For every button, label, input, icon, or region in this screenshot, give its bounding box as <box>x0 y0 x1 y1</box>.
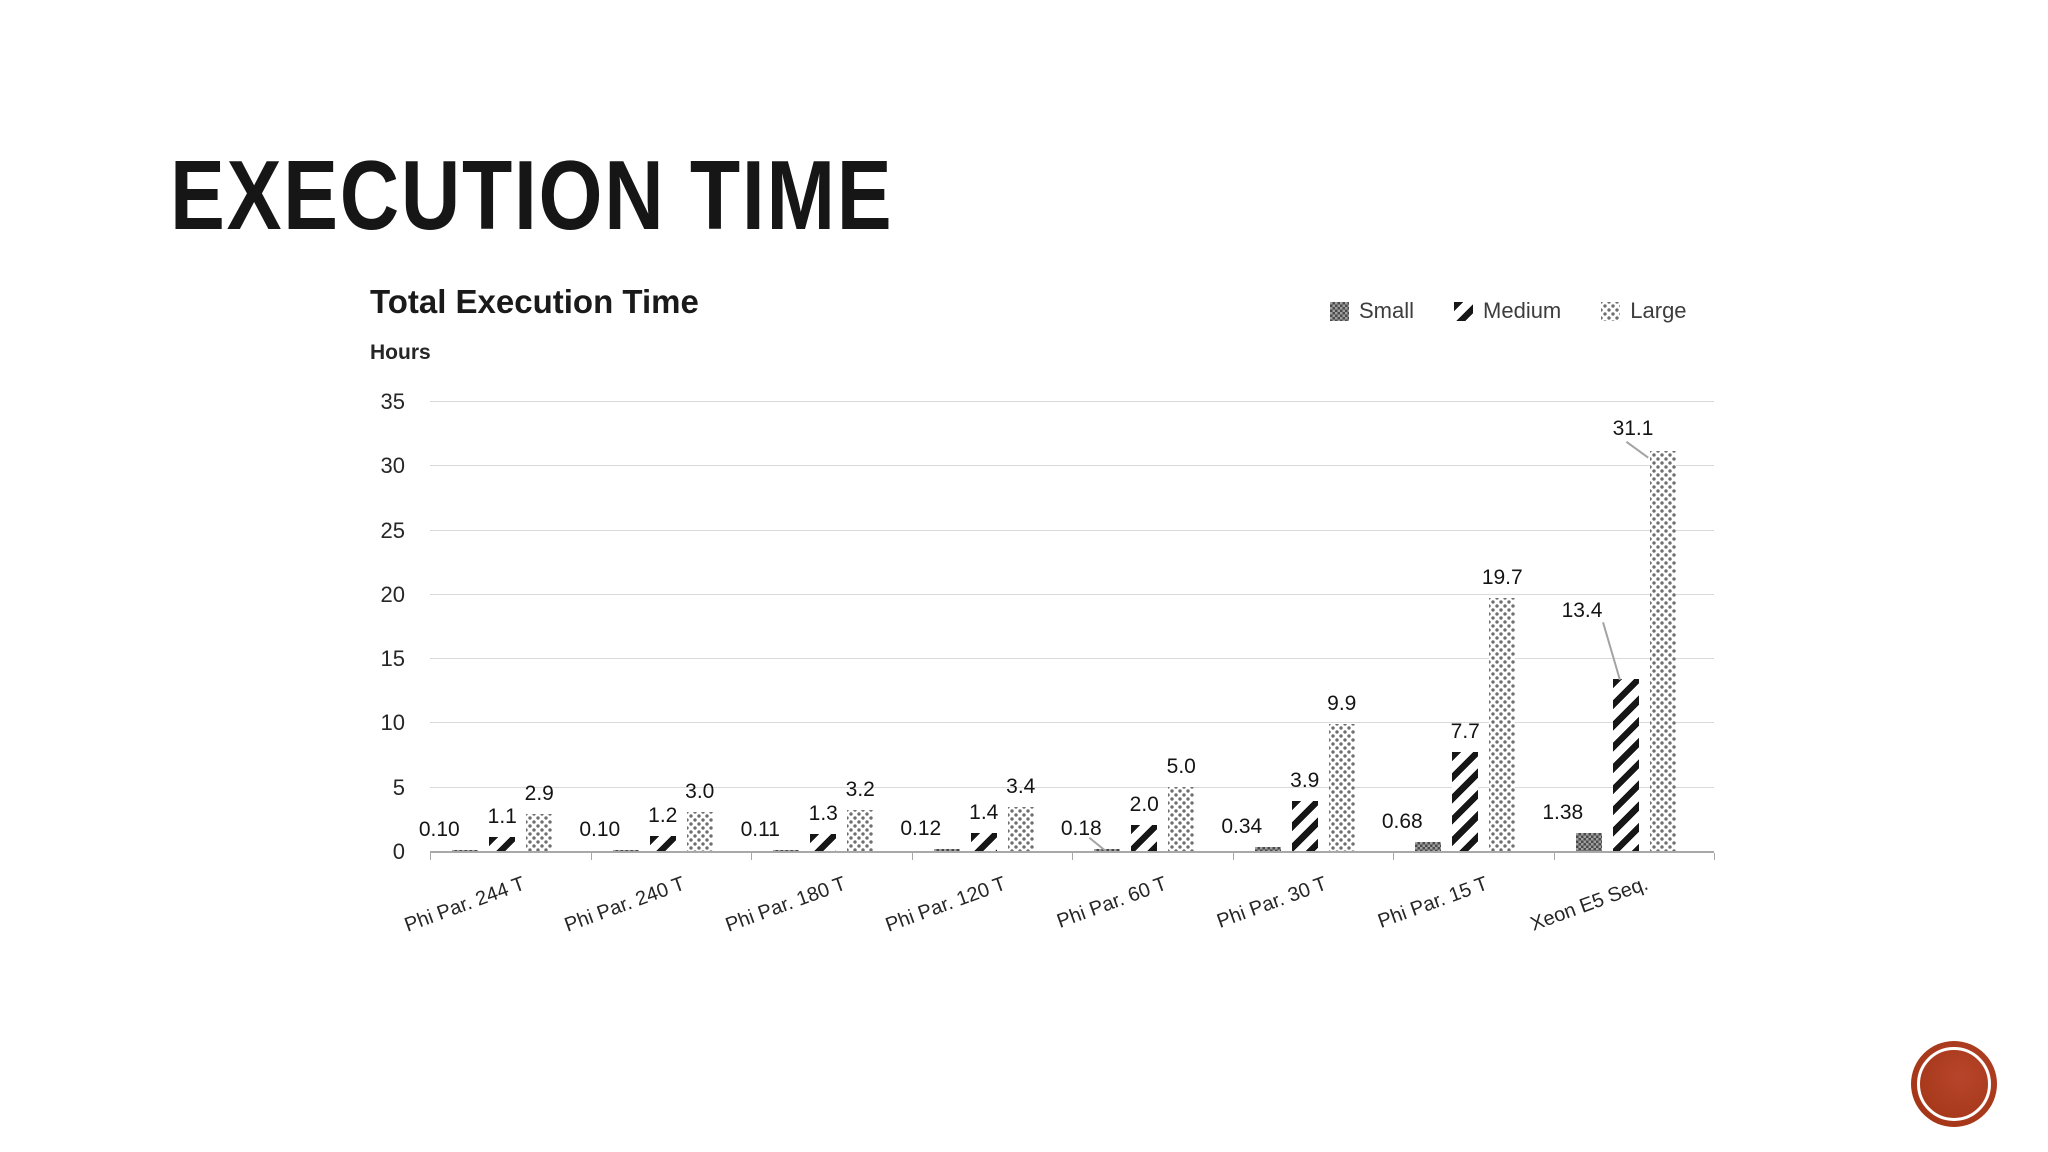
y-axis-label: 5 <box>392 774 405 800</box>
bar-large <box>1649 451 1676 851</box>
legend-marker-small <box>1330 301 1349 321</box>
legend-item-medium: Medium <box>1454 298 1561 324</box>
legend-item-small: Small <box>1330 298 1414 324</box>
bar-medium <box>489 836 516 851</box>
data-label: 1.38 <box>1542 801 1584 825</box>
bar-small <box>1254 846 1281 851</box>
leader-line <box>1602 622 1621 681</box>
bar-medium <box>649 835 676 851</box>
bar-small <box>1575 833 1602 851</box>
data-label: 5.0 <box>1166 754 1196 778</box>
legend-marker-medium <box>1454 301 1474 321</box>
y-axis-label: 25 <box>380 517 405 543</box>
brand-logo-circle <box>1911 1041 1997 1127</box>
bar-small <box>933 849 960 851</box>
data-label: 3.4 <box>1006 775 1036 799</box>
axis-tick <box>751 853 752 860</box>
legend-item-large: Large <box>1601 298 1687 324</box>
y-axis-label: 15 <box>380 646 405 672</box>
data-label: 1.2 <box>648 803 678 827</box>
x-axis-label: Phi Par. 60 T <box>1054 872 1170 933</box>
data-label: 3.0 <box>685 780 715 804</box>
gridline <box>430 722 1714 724</box>
bar-small <box>452 849 479 851</box>
legend-label: Large <box>1630 298 1687 323</box>
bar-large <box>1168 786 1195 851</box>
data-label: 7.7 <box>1450 720 1480 743</box>
data-label: 9.9 <box>1327 691 1357 715</box>
x-axis-label: Phi Par. 15 T <box>1375 872 1491 933</box>
gridline <box>430 593 1714 595</box>
y-axis-label: 35 <box>380 388 405 414</box>
y-axis-title: Hours <box>370 341 431 364</box>
legend-marker-large <box>1601 301 1621 321</box>
bar-small <box>612 849 639 851</box>
data-label: 0.11 <box>740 817 780 841</box>
legend-label: Small <box>1359 298 1415 323</box>
axis-tick <box>1553 853 1555 860</box>
data-label: 1.3 <box>808 802 838 826</box>
bar-small <box>1094 848 1121 851</box>
bar-large <box>686 812 713 851</box>
chart-title: Total Execution Time <box>370 283 699 320</box>
data-label: 13.4 <box>1561 599 1603 622</box>
gridline <box>430 658 1714 660</box>
x-axis-line <box>430 851 1714 853</box>
bar-small <box>773 849 800 851</box>
y-axis-label: 10 <box>380 710 405 736</box>
x-axis-label: Xeon E5 Seq. <box>1527 872 1652 936</box>
bar-medium <box>810 834 837 851</box>
data-label: 1.4 <box>969 801 999 824</box>
axis-tick <box>430 853 431 860</box>
gridline <box>430 529 1714 531</box>
axis-tick <box>590 853 592 860</box>
axis-tick <box>1393 853 1394 860</box>
data-label: 0.10 <box>418 817 460 841</box>
x-axis-label: Phi Par. 180 T <box>722 872 849 937</box>
bar-medium <box>1291 800 1318 851</box>
data-label: 2.0 <box>1129 793 1159 817</box>
y-axis-label: 30 <box>380 453 405 479</box>
data-label: 3.9 <box>1290 768 1320 792</box>
bar-medium <box>970 833 997 851</box>
logo-ring <box>1917 1047 1991 1121</box>
gridline <box>430 400 1714 402</box>
gridline <box>430 786 1714 788</box>
bar-large <box>526 813 553 851</box>
gridline <box>430 465 1714 467</box>
chart-legend: Small Medium Large <box>1330 298 1687 324</box>
axis-tick <box>1072 853 1073 860</box>
bar-small <box>1415 842 1442 851</box>
leader-line <box>1626 441 1649 459</box>
slide-title: EXECUTION TIME <box>170 139 894 250</box>
bar-medium <box>1131 825 1158 851</box>
data-label: 1.1 <box>487 804 517 828</box>
data-label: 0.10 <box>579 817 621 841</box>
data-label: 31.1 <box>1612 417 1654 440</box>
bar-large <box>1489 597 1516 851</box>
y-axis-label: 20 <box>380 581 405 607</box>
data-label: 0.12 <box>900 817 942 841</box>
data-label: 0.34 <box>1221 814 1263 838</box>
axis-tick <box>911 853 913 860</box>
x-axis-label: Phi Par. 30 T <box>1214 872 1331 933</box>
bar-large <box>1007 807 1034 851</box>
x-axis-label: Phi Par. 240 T <box>562 872 689 937</box>
legend-label: Medium <box>1483 298 1562 323</box>
data-label: 19.7 <box>1481 565 1523 589</box>
axis-tick <box>1714 853 1715 860</box>
data-label: 0.68 <box>1381 810 1423 834</box>
data-label: 3.2 <box>845 777 875 801</box>
data-label: 0.18 <box>1060 816 1102 840</box>
bar-medium <box>1452 752 1479 851</box>
axis-tick <box>1232 853 1234 860</box>
x-axis-label: Phi Par. 244 T <box>401 872 528 937</box>
data-label: 2.9 <box>524 781 554 805</box>
bar-large <box>847 809 874 851</box>
bar-large <box>1328 723 1355 851</box>
y-axis-label: 0 <box>392 839 405 864</box>
bar-medium <box>1612 678 1639 851</box>
x-axis-label: Phi Par. 120 T <box>883 872 1010 937</box>
